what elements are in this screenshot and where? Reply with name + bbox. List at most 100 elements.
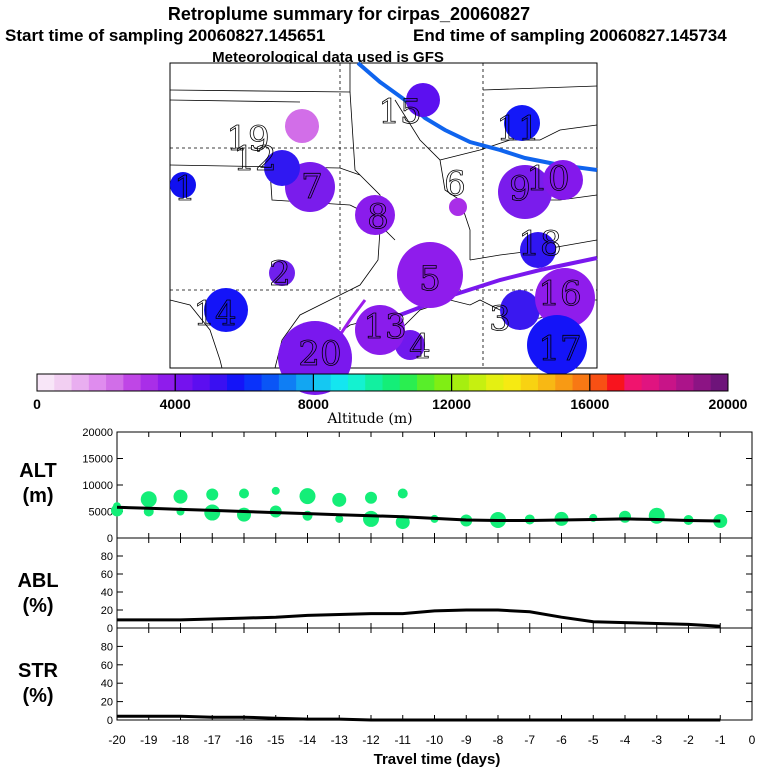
plume-label-12: 12 bbox=[233, 139, 276, 179]
x-tick-label: -18 bbox=[172, 733, 190, 747]
altitude-point bbox=[619, 510, 631, 523]
plume-circle-17 bbox=[527, 315, 587, 375]
altitude-point bbox=[648, 507, 665, 524]
colorbar-cell bbox=[399, 374, 418, 391]
colorbar-cell bbox=[209, 374, 228, 391]
plume-label-1: 1 bbox=[174, 169, 196, 209]
colorbar-cell bbox=[693, 374, 712, 391]
trajectory-line-1 bbox=[356, 61, 598, 172]
state-border bbox=[469, 239, 598, 261]
colorbar-cell bbox=[227, 374, 245, 391]
x-tick-label: -3 bbox=[651, 733, 662, 747]
colorbar-cell bbox=[88, 374, 107, 391]
panel-label-alt: ALT bbox=[19, 460, 56, 482]
colorbar-cell bbox=[658, 374, 677, 391]
plume-label-11: 11 bbox=[496, 109, 539, 149]
altitude-point bbox=[363, 510, 379, 527]
x-tick-label: -14 bbox=[299, 733, 317, 747]
x-tick-label: -19 bbox=[140, 733, 158, 747]
x-tick-label: -12 bbox=[362, 733, 380, 747]
x-tick-label: -13 bbox=[331, 733, 349, 747]
plume-label-9: 9 bbox=[509, 169, 531, 209]
plume-circle-8 bbox=[355, 195, 395, 235]
colorbar-cell bbox=[71, 374, 90, 391]
colorbar-cell bbox=[244, 374, 263, 391]
altitude-point bbox=[395, 515, 410, 530]
panel-alt: 0 5000 10000 15000 20000 ALT (m) bbox=[19, 427, 753, 545]
colorbar-cell bbox=[296, 374, 314, 391]
plume-label-3: 3 bbox=[489, 299, 511, 339]
plume-label-13: 13 bbox=[363, 307, 406, 347]
plume-label-20: 20 bbox=[298, 334, 341, 374]
y-tick-label: 0 bbox=[107, 533, 113, 545]
plume-circle-2 bbox=[269, 260, 295, 286]
y-tick-label: 20 bbox=[101, 605, 113, 617]
altitude-point bbox=[397, 488, 408, 499]
x-tick-label: -2 bbox=[683, 733, 694, 747]
colorbar-tick-label: 16000 bbox=[570, 396, 609, 412]
plume-circle-9 bbox=[498, 165, 552, 219]
plume-label-10: 10 bbox=[526, 159, 569, 199]
plume-label-14: 14 bbox=[193, 294, 236, 334]
colorbar-cell bbox=[175, 374, 193, 391]
panel-unit-str: (%) bbox=[22, 685, 53, 707]
x-tick-label: -17 bbox=[204, 733, 222, 747]
plume-circle-16 bbox=[535, 268, 595, 328]
plume-circle-12 bbox=[264, 150, 300, 186]
map-graticule bbox=[170, 63, 597, 368]
x-tick-label: -8 bbox=[493, 733, 504, 747]
str-series-line bbox=[117, 714, 721, 722]
plume-label-5: 5 bbox=[419, 259, 441, 299]
altitude-point bbox=[299, 488, 316, 505]
panel-frame bbox=[116, 627, 753, 721]
altitude-point bbox=[206, 488, 219, 501]
plume-circle-11 bbox=[504, 105, 540, 141]
colorbar-cell bbox=[330, 374, 349, 391]
plume-circle-1 bbox=[170, 172, 196, 198]
colorbar-cell bbox=[382, 374, 401, 391]
x-axis-label: Travel time (days) bbox=[374, 751, 501, 768]
y-tick-label: 40 bbox=[101, 678, 113, 690]
plume-label-2: 2 bbox=[269, 254, 291, 294]
colorbar-cell bbox=[572, 374, 591, 391]
altitude-point bbox=[335, 514, 344, 523]
x-tick-label: -15 bbox=[267, 733, 285, 747]
y-tick-label: 60 bbox=[101, 569, 113, 581]
y-tick-label: 60 bbox=[101, 660, 113, 672]
y-tick-label: 15000 bbox=[82, 454, 113, 466]
altitude-point bbox=[239, 488, 249, 499]
altitude-point bbox=[365, 491, 377, 504]
colorbar-cell bbox=[710, 374, 729, 391]
colorbar-label: Altitude (m) bbox=[326, 411, 412, 427]
colorbar-tick-label: 20000 bbox=[709, 396, 748, 412]
figure-title: Retroplume summary for cirpas_20060827 bbox=[168, 4, 530, 24]
end-time-text: End time of sampling 20060827.145734 bbox=[413, 26, 727, 45]
colorbar-cell bbox=[417, 374, 435, 391]
state-border bbox=[169, 299, 223, 369]
x-tick-label: -9 bbox=[461, 733, 472, 747]
plume-circle-19 bbox=[285, 109, 319, 143]
plume-label-17: 17 bbox=[538, 329, 581, 369]
x-tick-label: -10 bbox=[426, 733, 444, 747]
colorbar-cell bbox=[641, 374, 660, 391]
colorbar: 0 4000 8000 12000 16000 20000 Altitude (m) bbox=[33, 373, 748, 427]
x-tick-label: -16 bbox=[235, 733, 253, 747]
plume-label-7: 7 bbox=[301, 167, 323, 207]
colorbar-cell bbox=[278, 374, 297, 391]
panel-abl: 0 20 40 60 80 ABL (%) bbox=[17, 537, 753, 635]
colorbar-cell bbox=[192, 374, 211, 391]
altitude-point bbox=[332, 492, 347, 507]
plume-label-19: 19 bbox=[226, 119, 269, 159]
plume-circle-14 bbox=[204, 288, 248, 332]
colorbar-cells bbox=[37, 374, 729, 391]
altitude-point bbox=[173, 489, 188, 504]
colorbar-cell bbox=[261, 374, 280, 391]
colorbar-cell bbox=[347, 374, 366, 391]
colorbar-cell bbox=[676, 374, 694, 391]
y-tick-label: 80 bbox=[101, 641, 113, 653]
altitude-mean-line bbox=[116, 505, 721, 523]
y-tick-label: 80 bbox=[101, 551, 113, 563]
altitude-point bbox=[140, 491, 157, 508]
